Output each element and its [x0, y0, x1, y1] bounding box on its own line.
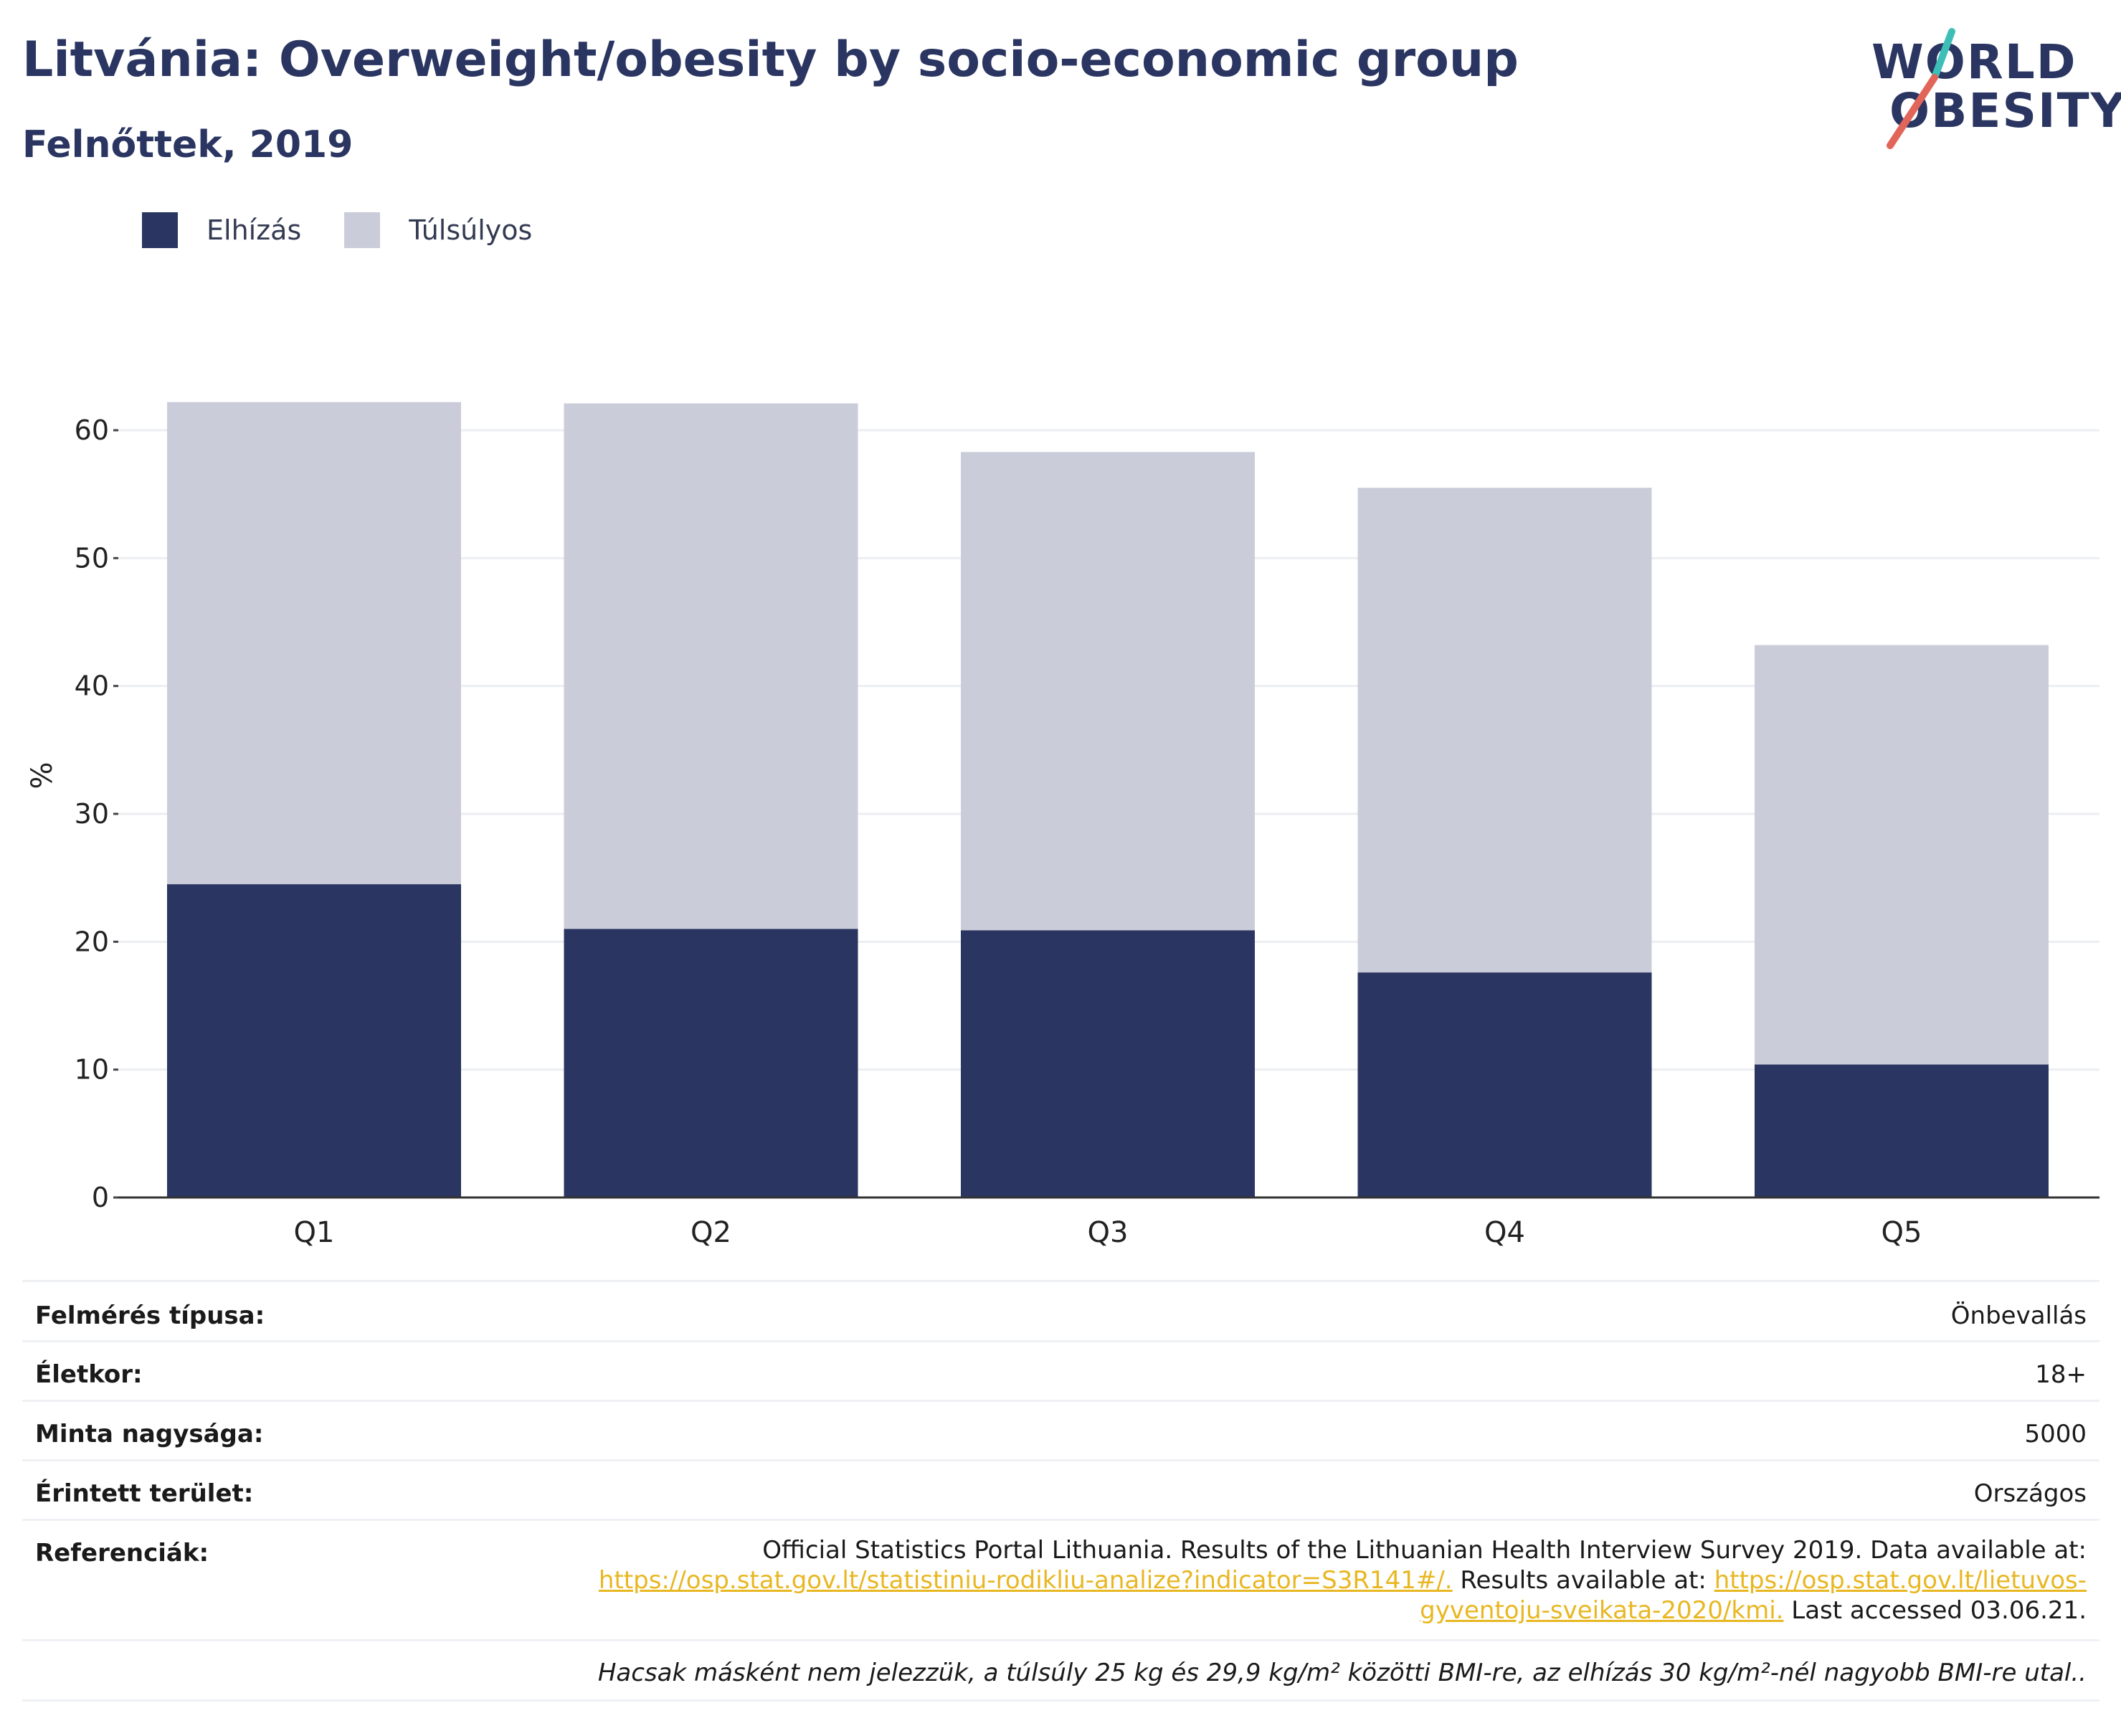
references-text: Official Statistics Portal Lithuania. Re…	[509, 1535, 2087, 1626]
y-tick-label-60: 60	[75, 414, 109, 446]
world-obesity-logo: WORLD OBESITY	[1871, 27, 2121, 149]
meta-row-area: Érintett terület: Országos	[22, 1461, 2099, 1521]
bar-overweight-q2	[564, 403, 858, 929]
legend-swatch-overweight	[344, 212, 381, 248]
meta-row-sample: Minta nagysága: 5000	[22, 1402, 2099, 1461]
meta-value-age: 18+	[2035, 1360, 2087, 1389]
logo-line1: WORLD	[1871, 34, 2077, 90]
meta-row-survey-type: Felmérés típusa: Önbevallás	[22, 1282, 2099, 1342]
ref-text-1: Official Statistics Portal Lithuania. Re…	[762, 1536, 2087, 1565]
bmi-note: Hacsak másként nem jelezzük, a túlsúly 2…	[597, 1659, 2087, 1687]
page-subtitle: Felnőttek, 2019	[22, 123, 354, 166]
y-axis-label: %	[26, 762, 59, 789]
bar-chart: 0 10 20 30 40 50 60% Q1 Q2 Q3 Q4 Q5	[26, 402, 2099, 1249]
x-tick-label-q1: Q1	[294, 1216, 335, 1249]
y-tick-label-20: 20	[75, 926, 109, 957]
meta-label-area: Érintett terület:	[35, 1479, 254, 1508]
meta-value-survey-type: Önbevallás	[1950, 1301, 2087, 1330]
bar-overweight-q5	[1755, 645, 2049, 1065]
meta-row-references: Referenciák: Official Statistics Portal …	[22, 1521, 2099, 1641]
page-title: Litvánia: Overweight/obesity by socio-ec…	[22, 32, 1519, 88]
ref-text-2: Results available at:	[1452, 1566, 1714, 1595]
x-tick-label-q5: Q5	[1882, 1216, 1922, 1249]
y-tick-label-10: 10	[75, 1054, 109, 1086]
chart-legend: Elhízás Túlsúlyos	[142, 212, 575, 248]
legend-item-obesity: Elhízás	[142, 212, 301, 248]
y-tick-label-50: 50	[75, 542, 109, 574]
meta-row-note: Hacsak másként nem jelezzük, a túlsúly 2…	[22, 1641, 2099, 1702]
bar-overweight-q1	[167, 402, 461, 885]
y-tick-label-30: 30	[75, 798, 109, 830]
meta-value-area: Országos	[1973, 1479, 2087, 1508]
meta-label-survey-type: Felmérés típusa:	[35, 1301, 265, 1330]
legend-item-overweight: Túlsúlyos	[344, 212, 532, 248]
bar-obesity-q4	[1357, 972, 1652, 1197]
meta-label-references: Referenciák:	[35, 1539, 209, 1567]
legend-label-obesity: Elhízás	[207, 214, 302, 246]
x-tick-label-q3: Q3	[1088, 1216, 1129, 1249]
y-tick-label-40: 40	[75, 670, 109, 702]
bar-obesity-q2	[564, 929, 858, 1197]
legend-swatch-obesity	[142, 212, 178, 248]
legend-label-overweight: Túlsúlyos	[409, 214, 533, 246]
bar-obesity-q5	[1755, 1064, 2049, 1197]
bar-obesity-q3	[961, 930, 1255, 1197]
meta-row-age: Életkor: 18+	[22, 1342, 2099, 1402]
bar-overweight-q3	[961, 452, 1255, 931]
metadata-table: Felmérés típusa: Önbevallás Életkor: 18+…	[22, 1280, 2099, 1702]
bar-obesity-q1	[167, 884, 461, 1197]
y-tick-label-0: 0	[92, 1182, 109, 1213]
ref-text-3: Last accessed 03.06.21.	[1783, 1596, 2087, 1625]
bar-overweight-q4	[1357, 488, 1652, 973]
logo-slash-icon	[1887, 28, 1955, 149]
x-tick-label-q4: Q4	[1484, 1216, 1525, 1249]
x-tick-label-q2: Q2	[691, 1216, 731, 1249]
meta-value-sample: 5000	[2024, 1420, 2087, 1448]
meta-label-sample: Minta nagysága:	[35, 1420, 264, 1448]
ref-link-2[interactable]: https://osp.stat.gov.lt/lietuvos-gyvento…	[1420, 1566, 2087, 1625]
ref-link-1[interactable]: https://osp.stat.gov.lt/statistiniu-rodi…	[598, 1566, 1453, 1595]
meta-label-age: Életkor:	[35, 1360, 143, 1389]
